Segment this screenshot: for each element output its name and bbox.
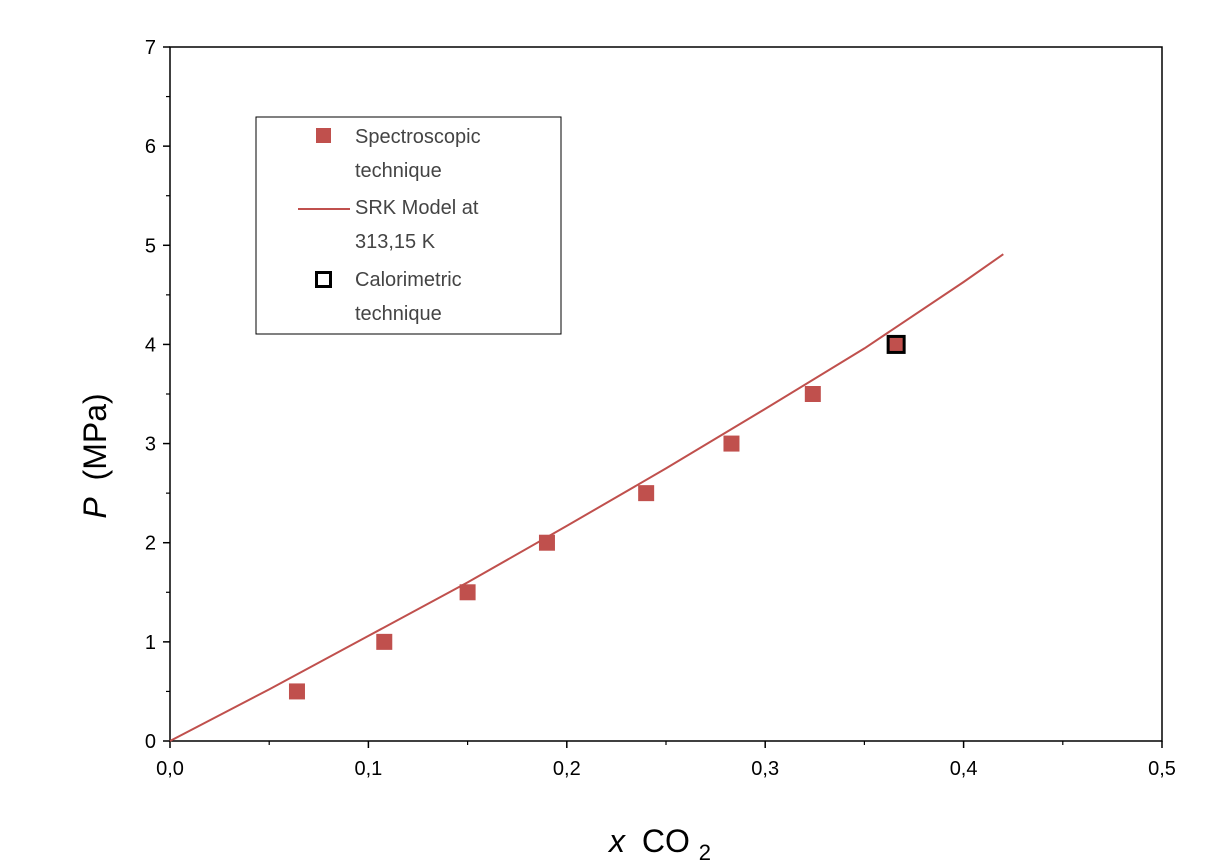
x-tick-label: 0,5 (1148, 758, 1176, 780)
x-axis-title-main: CO (642, 823, 690, 859)
y-axis: 0 1 2 3 4 5 6 7 (145, 37, 170, 753)
x-axis: 0,0 0,1 0,2 0,3 0,4 0,5 (156, 741, 1176, 780)
y-tick-label: 3 (145, 434, 156, 456)
legend-label-spectroscopic-2: technique (355, 160, 442, 182)
srk-model-line (169, 253, 1004, 742)
legend-box (255, 116, 562, 335)
x-axis-title-italic: x (607, 823, 626, 859)
spectroscopic-point (538, 534, 555, 551)
legend-marker-spectroscopic (316, 128, 331, 143)
calorimetric-point (886, 334, 906, 354)
spectroscopic-point (804, 386, 821, 402)
y-axis-title-main: (MPa) (77, 393, 113, 480)
legend-label-calorimetric-1: Calorimetric (355, 269, 462, 291)
spectroscopic-point (638, 485, 655, 502)
legend-label-srk-1: SRK Model at (355, 197, 479, 219)
y-tick-label: 2 (145, 533, 156, 555)
x-axis-title: x CO 2 (607, 823, 711, 864)
spectroscopic-point (376, 633, 393, 650)
spectroscopic-point (888, 336, 905, 353)
legend-marker-calorimetric (315, 271, 332, 288)
series-layer (169, 253, 1004, 742)
x-tick-label: 0,1 (354, 758, 382, 780)
legend-label-calorimetric-2: technique (355, 303, 442, 325)
spectroscopic-point (459, 584, 476, 601)
y-tick-label: 1 (145, 632, 156, 654)
y-tick-label: 5 (145, 235, 156, 257)
y-axis-title: P (MPa) (77, 393, 113, 518)
legend-label-spectroscopic-1: Spectroscopic (355, 126, 481, 148)
x-tick-label: 0,3 (751, 758, 779, 780)
y-axis-title-italic: P (77, 497, 113, 519)
y-tick-label: 7 (145, 37, 156, 59)
y-tick-label: 6 (145, 136, 156, 158)
x-tick-label: 0,4 (950, 758, 978, 780)
y-tick-label: 4 (145, 334, 156, 356)
spectroscopic-point (723, 435, 740, 452)
legend-label-srk-2: 313,15 K (355, 231, 436, 253)
legend: Spectroscopic technique SRK Model at 313… (255, 116, 562, 335)
spectroscopic-point (288, 683, 305, 700)
y-tick-label: 0 (145, 731, 156, 753)
x-tick-label: 0,0 (156, 758, 184, 780)
x-tick-label: 0,2 (553, 758, 581, 780)
x-axis-title-subscript: 2 (699, 840, 711, 864)
